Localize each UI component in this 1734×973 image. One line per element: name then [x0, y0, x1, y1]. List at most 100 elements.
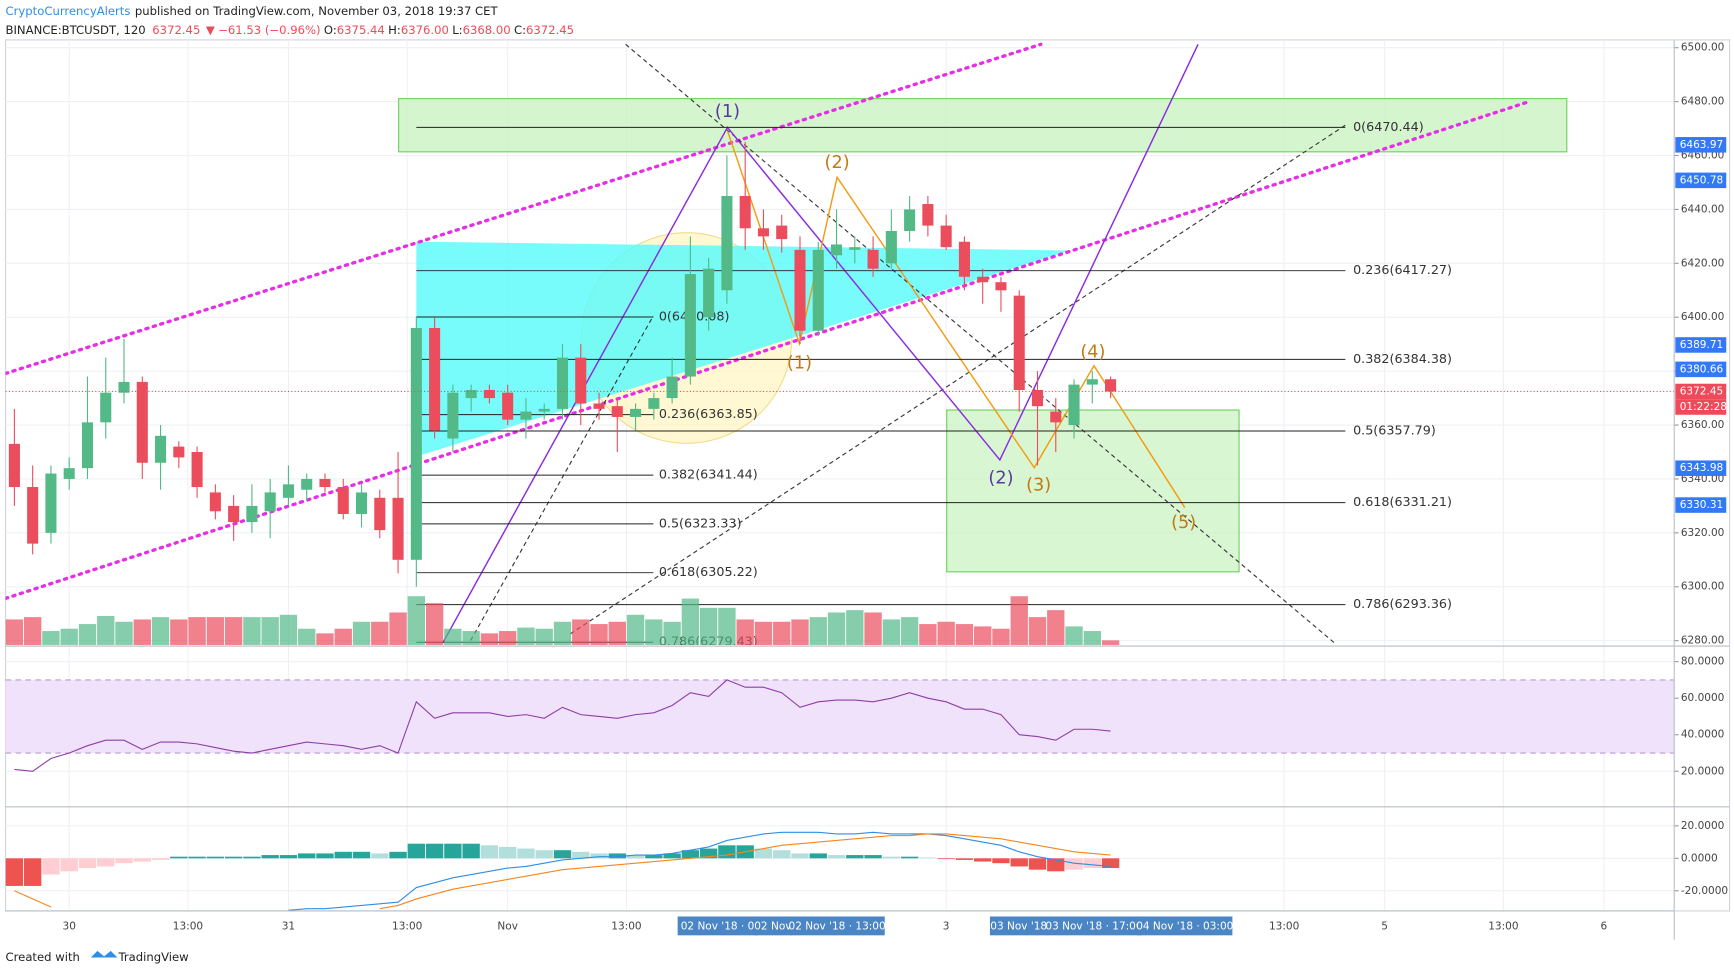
- candle-body: [575, 357, 587, 404]
- volume-bar: [389, 612, 407, 645]
- price-marker: [1675, 337, 1727, 353]
- candle-body: [831, 244, 843, 256]
- trend-line: [470, 315, 654, 641]
- candle-body: [392, 497, 404, 560]
- volume-bar: [352, 621, 371, 645]
- candle-body: [27, 487, 39, 544]
- macd-bar: [499, 846, 517, 859]
- volume-bar: [1047, 610, 1065, 645]
- author[interactable]: CryptoCurrencyAlerts: [6, 4, 131, 18]
- footer-created: Created with: [6, 950, 80, 964]
- candle-body: [812, 249, 824, 331]
- macd-bar: [718, 845, 736, 859]
- candle-body: [228, 505, 240, 523]
- volume-bar: [334, 628, 352, 645]
- price-marker-label: 6380.66: [1680, 363, 1724, 375]
- fib-label: 0.618(6331.21): [1353, 495, 1452, 510]
- wave-label: (3): [1026, 475, 1051, 495]
- candle-body: [429, 328, 441, 431]
- macd-bar: [298, 853, 316, 859]
- x-highlight: [754, 916, 792, 936]
- candle-body: [648, 398, 660, 409]
- macd-bar: [663, 853, 681, 859]
- wave-label: (4): [1080, 342, 1105, 362]
- price-marker: [1675, 172, 1727, 189]
- macd-bar: [955, 858, 974, 860]
- wave-label: (5): [1171, 513, 1196, 533]
- x-tick-label: 31: [282, 920, 295, 932]
- volume-bar: [42, 631, 60, 645]
- channel-line: [5, 42, 1043, 376]
- countdown: 01:22:28: [1680, 401, 1727, 413]
- volume-bar: [1010, 596, 1028, 645]
- macd-bar: [279, 855, 298, 859]
- fib-label: 0.618(6305.22): [659, 565, 758, 580]
- macd-bar: [444, 843, 462, 859]
- ohlc-value: 6368.00: [463, 22, 511, 36]
- fib-label: 0.382(6384.38): [1353, 352, 1452, 367]
- symbol-line: BINANCE:BTCUSDT, 120 6372.45 ▼ −61.53 (−0.9…: [6, 22, 575, 36]
- volume-bar: [626, 614, 645, 645]
- candle-body: [684, 274, 696, 377]
- y-tick-label: 6320.00: [1681, 527, 1724, 539]
- macd-bar: [97, 858, 115, 867]
- candle-body: [264, 492, 276, 512]
- x-highlight-label: 02 Nov '18 · 0: [681, 920, 755, 932]
- volume-bar: [590, 624, 608, 645]
- macd-bar: [645, 855, 663, 859]
- y-tick-label: 40.0000: [1681, 729, 1724, 741]
- macd-bar: [462, 843, 480, 859]
- zone: [946, 409, 1240, 573]
- y-tick-label: 6480.00: [1681, 96, 1724, 108]
- zone: [398, 98, 1568, 153]
- volume-bar: [5, 619, 24, 645]
- rsi-line: [14, 679, 1111, 772]
- volume-bar: [900, 617, 919, 645]
- macd-bar: [389, 851, 407, 859]
- x-tick-label: Nov: [497, 920, 518, 932]
- footer-brand[interactable]: TradingView: [117, 950, 189, 964]
- y-tick-label: 6280.00: [1681, 635, 1724, 647]
- published: published on TradingView.com, November 0…: [135, 4, 499, 18]
- countdown-box: [1675, 399, 1727, 415]
- macd-bar: [608, 853, 626, 859]
- volume-bar: [645, 619, 663, 645]
- rsi-pane: [5, 679, 1675, 772]
- macd-bar: [1010, 858, 1028, 867]
- ohlc-label: C:: [514, 22, 526, 36]
- y-tick-label: 6420.00: [1681, 257, 1724, 269]
- candle-body: [776, 225, 788, 240]
- wave-label: (1): [787, 353, 812, 373]
- wave-label: (2): [988, 469, 1013, 489]
- volume-bar: [955, 624, 974, 645]
- volume-bar: [1028, 617, 1047, 645]
- candle-body: [885, 230, 897, 264]
- x-highlight: [1137, 916, 1233, 936]
- volume-bar: [992, 628, 1010, 645]
- fib-label: 0.5(6323.33): [659, 516, 742, 531]
- y-tick-label: 60.0000: [1681, 692, 1724, 704]
- symbol: BINANCE:BTCUSDT, 120: [6, 22, 146, 36]
- candle-body: [465, 390, 477, 399]
- x-tick-label: 30: [63, 920, 76, 932]
- macd-bar: [206, 856, 225, 859]
- candle-body: [301, 478, 313, 490]
- macd-bar: [78, 858, 97, 869]
- macd-bar: [224, 856, 243, 859]
- volume-bar: [1083, 631, 1101, 645]
- macd-bar: [626, 855, 645, 859]
- y-tick-label: 6400.00: [1681, 311, 1724, 323]
- price-marker-label: 6330.31: [1680, 499, 1723, 511]
- candle-body: [483, 390, 495, 399]
- macd-pane: [5, 831, 1120, 911]
- macd-bar: [882, 856, 901, 859]
- candle-body: [410, 328, 422, 560]
- volume-bar: [151, 617, 170, 645]
- candle-body: [630, 408, 642, 417]
- candle-body: [1068, 384, 1080, 426]
- macd-bar: [1065, 858, 1083, 870]
- candle-body: [155, 435, 167, 463]
- price-marker-label: 6389.71: [1680, 339, 1723, 351]
